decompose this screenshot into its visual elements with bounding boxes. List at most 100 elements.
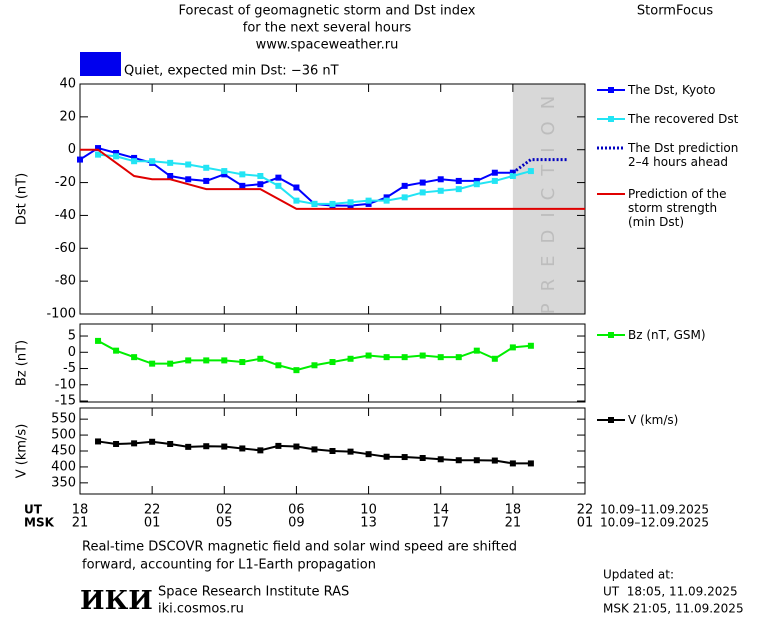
- x-tick-label-msk: 13: [360, 516, 377, 531]
- logo: ИКИ: [80, 586, 153, 616]
- y-tick-label: -5: [63, 361, 76, 376]
- y-tick-label: 40: [59, 77, 76, 92]
- x-tick-label-msk: 21: [72, 516, 89, 531]
- x-tick-label-msk: 17: [432, 516, 449, 531]
- marker: [239, 359, 246, 366]
- marker: [185, 161, 192, 168]
- marker: [221, 443, 228, 450]
- marker: [257, 355, 264, 362]
- marker: [131, 440, 138, 447]
- x-tick-label-msk: 01: [577, 516, 594, 531]
- marker: [113, 153, 120, 160]
- marker: [167, 360, 174, 367]
- legend-marker: [608, 116, 614, 122]
- subtitle: for the next several hours: [243, 21, 412, 36]
- marker: [203, 164, 210, 171]
- marker: [77, 156, 83, 163]
- marker: [293, 197, 300, 204]
- y-tick-label: 450: [51, 444, 76, 459]
- marker: [401, 194, 408, 201]
- y-tick-label: -80: [55, 274, 76, 289]
- y-tick-label: 550: [51, 412, 76, 427]
- y-tick-label: 400: [51, 459, 76, 474]
- marker: [131, 354, 138, 361]
- x-tick-label: 14: [432, 503, 449, 518]
- y-tick-label: -15: [55, 394, 76, 409]
- marker: [491, 177, 498, 184]
- url: iki.cosmos.ru: [158, 602, 244, 617]
- x-tick-label: 10: [360, 503, 377, 518]
- y-axis-label: V (km/s): [15, 424, 30, 479]
- marker: [257, 181, 264, 188]
- marker: [491, 169, 498, 176]
- date-range-msk: 10.09–12.09.2025: [600, 516, 709, 530]
- marker: [167, 159, 174, 166]
- marker: [221, 357, 228, 364]
- x-tick-label: 22: [577, 503, 594, 518]
- y-axis-label: Dst (nT): [15, 173, 30, 225]
- marker: [383, 194, 390, 201]
- marker: [149, 158, 156, 165]
- marker: [131, 154, 138, 161]
- x-axis-ut: UT: [24, 503, 43, 517]
- plot-frame: [79, 83, 586, 315]
- marker: [383, 453, 390, 460]
- series-line: [79, 146, 513, 207]
- marker: [311, 200, 318, 207]
- x-tick-label-msk: 21: [505, 516, 522, 531]
- marker: [527, 460, 534, 467]
- y-tick-label: 0: [68, 345, 76, 360]
- marker: [149, 438, 156, 445]
- x-tick-label: 18: [505, 503, 522, 518]
- series-line: [511, 158, 567, 174]
- marker: [401, 182, 408, 189]
- marker: [401, 454, 408, 461]
- series-line: [97, 440, 531, 465]
- marker: [185, 176, 192, 183]
- marker: [509, 460, 516, 467]
- marker: [95, 145, 102, 152]
- marker: [455, 177, 462, 184]
- x-tick-label-msk: 05: [216, 516, 233, 531]
- marker: [437, 354, 444, 361]
- marker: [419, 179, 426, 186]
- marker: [437, 456, 444, 463]
- marker: [113, 440, 120, 447]
- note: Real-time DSCOVR magnetic field and sola…: [82, 540, 517, 555]
- marker: [401, 354, 408, 361]
- marker: [329, 200, 336, 207]
- x-axis-msk: MSK: [24, 516, 55, 530]
- marker: [455, 186, 462, 193]
- marker: [473, 457, 480, 464]
- marker: [473, 347, 480, 354]
- marker: [221, 168, 228, 175]
- marker: [347, 199, 354, 206]
- marker: [419, 352, 426, 359]
- marker: [275, 442, 282, 449]
- legend-marker: [608, 417, 614, 423]
- y-axis-label: Bz (nT): [15, 340, 30, 386]
- marker: [365, 352, 372, 359]
- marker: [527, 168, 534, 175]
- updated-ut: UT 18:05, 11.09.2025: [603, 585, 738, 599]
- updated-msk: MSK 21:05, 11.09.2025: [603, 602, 744, 616]
- prediction-label: PREDICTION: [538, 84, 559, 314]
- marker: [221, 171, 228, 178]
- status-box: [80, 52, 121, 76]
- marker: [365, 197, 372, 204]
- legend-marker: [608, 332, 614, 338]
- x-tick-label: 22: [144, 503, 161, 518]
- marker: [95, 337, 102, 344]
- marker: [185, 443, 192, 450]
- marker: [347, 448, 354, 455]
- marker: [365, 200, 372, 207]
- marker: [257, 173, 264, 179]
- marker: [203, 443, 210, 450]
- marker: [437, 187, 444, 194]
- y-tick-label: -60: [55, 241, 76, 256]
- legend-label: The Dst, Kyoto: [628, 83, 716, 97]
- x-tick-label: 18: [72, 503, 89, 518]
- legend-label: Prediction of the storm strength (min Ds…: [628, 187, 727, 229]
